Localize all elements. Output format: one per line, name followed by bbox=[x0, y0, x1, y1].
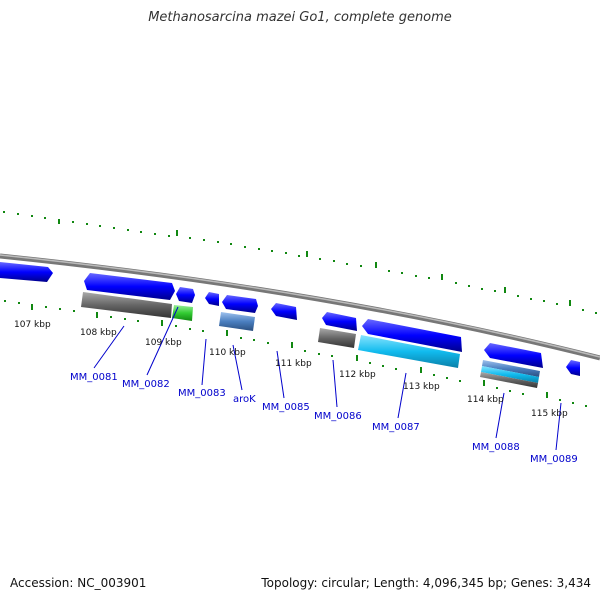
genome-backbone bbox=[0, 253, 600, 361]
accession-text: Accession: NC_003901 bbox=[10, 576, 147, 590]
gene-label-mm0082[interactable]: MM_0082 bbox=[122, 379, 170, 390]
scale-label-109: 109 kbp bbox=[145, 338, 182, 348]
cds-feature[interactable] bbox=[176, 287, 195, 303]
gene-labels: MM_0081 MM_0082 MM_0083 aroK MM_0085 MM_… bbox=[70, 372, 578, 465]
scale-label-108: 108 kbp bbox=[80, 328, 117, 338]
genome-summary-text: Topology: circular; Length: 4,096,345 bp… bbox=[261, 576, 591, 590]
outer-tick-ring bbox=[3, 211, 597, 314]
cds-feature[interactable] bbox=[566, 360, 580, 376]
inner-tick-ring bbox=[4, 300, 587, 407]
rna-feature-track bbox=[81, 292, 540, 388]
cds-feature[interactable] bbox=[222, 295, 258, 313]
gene-label-mm0085[interactable]: MM_0085 bbox=[262, 402, 310, 413]
cds-feature[interactable] bbox=[0, 262, 53, 282]
gene-label-arok[interactable]: aroK bbox=[233, 394, 256, 405]
scale-label-107: 107 kbp bbox=[14, 320, 51, 330]
gene-label-mm0087[interactable]: MM_0087 bbox=[372, 422, 420, 433]
rna-feature[interactable] bbox=[318, 328, 356, 348]
label-leader-lines bbox=[93, 306, 562, 451]
gene-label-mm0081[interactable]: MM_0081 bbox=[70, 372, 118, 383]
scale-label-113: 113 kbp bbox=[403, 382, 440, 392]
cds-feature[interactable] bbox=[205, 292, 219, 306]
cds-feature[interactable] bbox=[322, 312, 357, 331]
rna-feature[interactable] bbox=[81, 292, 172, 318]
map-title: Methanosarcina mazei Go1, complete genom… bbox=[148, 10, 452, 25]
cds-feature[interactable] bbox=[362, 319, 462, 352]
rna-feature[interactable] bbox=[482, 360, 540, 377]
rna-feature[interactable] bbox=[481, 366, 539, 383]
cds-feature[interactable] bbox=[271, 303, 297, 320]
scale-label-111: 111 kbp bbox=[275, 359, 312, 369]
scale-label-114: 114 kbp bbox=[467, 395, 504, 405]
gene-label-mm0086[interactable]: MM_0086 bbox=[314, 411, 362, 422]
cds-feature[interactable] bbox=[484, 343, 543, 368]
scale-label-110: 110 kbp bbox=[209, 348, 246, 358]
cds-feature[interactable] bbox=[84, 273, 175, 300]
rna-feature[interactable] bbox=[480, 372, 538, 388]
scale-label-115: 115 kbp bbox=[531, 409, 568, 419]
gene-label-mm0088[interactable]: MM_0088 bbox=[472, 442, 520, 453]
scale-labels: 107 kbp 108 kbp 109 kbp 110 kbp 111 kbp … bbox=[14, 320, 568, 419]
gene-label-mm0089[interactable]: MM_0089 bbox=[530, 454, 578, 465]
forward-cds-track bbox=[0, 262, 580, 376]
scale-label-112: 112 kbp bbox=[339, 370, 376, 380]
rna-feature[interactable] bbox=[219, 312, 255, 331]
rna-feature[interactable] bbox=[358, 335, 460, 368]
gene-label-mm0083[interactable]: MM_0083 bbox=[178, 388, 226, 399]
genome-backbone-highlight bbox=[0, 254, 600, 358]
